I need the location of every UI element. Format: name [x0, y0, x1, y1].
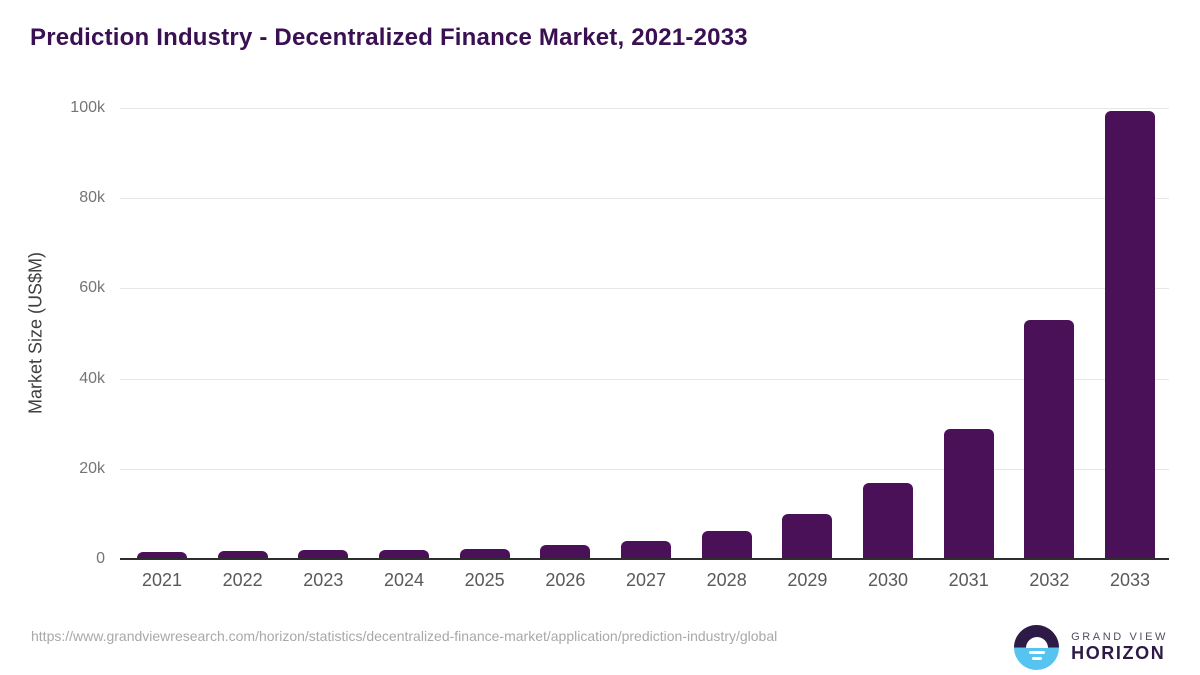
- x-tick-label-2024: 2024: [383, 570, 425, 590]
- y-tick-label-0: 0: [96, 550, 105, 567]
- bar-2023: [298, 550, 349, 559]
- x-tick-label-2033: 2033: [1110, 570, 1151, 590]
- x-tick-label-2029: 2029: [787, 570, 828, 590]
- x-tick-label-2032: 2032: [1029, 570, 1070, 590]
- gridline-100k: [120, 108, 1169, 109]
- x-tick-label-2025: 2025: [464, 570, 505, 590]
- bar-2021: [137, 552, 187, 559]
- logo-text-horizon: HORIZON: [1071, 643, 1166, 664]
- x-tick-label-2021: 2021: [141, 570, 183, 590]
- x-tick-label-2022: 2022: [222, 570, 263, 590]
- x-tick-label-2027: 2027: [625, 570, 667, 590]
- bar-2022: [217, 551, 268, 559]
- y-tick-label-60k: 60k: [79, 279, 105, 297]
- x-axis-line: [120, 558, 1169, 560]
- logo-text-grand-view: GRAND VIEW: [1071, 630, 1168, 643]
- footer: https://www.grandviewresearch.com/horizo…: [0, 613, 1200, 675]
- logo-text: GRAND VIEW HORIZON: [1071, 631, 1168, 664]
- reflection-line-1: [1028, 651, 1045, 654]
- bar-2032: [1024, 319, 1075, 559]
- bar-2025: [459, 548, 510, 559]
- bar-2030: [863, 483, 914, 559]
- sun-dome-shape: [1025, 636, 1048, 648]
- gridline-40k: [120, 378, 1169, 380]
- x-tick-label-2023: 2023: [303, 570, 344, 590]
- y-tick-label-80k: 80k: [79, 189, 105, 207]
- gridline-60k: [120, 288, 1169, 290]
- bar-2029: [782, 514, 833, 559]
- reflection-line-2: [1031, 657, 1042, 660]
- y-axis-tick-labels: 0 20k 40k 60k 80k 100k: [0, 99, 105, 567]
- x-tick-label-2031: 2031: [948, 570, 989, 590]
- bar-2028: [701, 531, 752, 559]
- gridline-80k: [120, 198, 1169, 200]
- y-tick-label-40k: 40k: [79, 369, 105, 387]
- x-tick-label-2026: 2026: [545, 570, 586, 590]
- gridline-20k: [120, 468, 1169, 470]
- plot-area: [120, 108, 1169, 560]
- y-tick-label-20k: 20k: [79, 459, 105, 477]
- y-tick-label-100k: 100k: [70, 99, 105, 116]
- chart-title: Prediction Industry - Decentralized Fina…: [30, 24, 748, 51]
- horizon-sun-icon: [1014, 625, 1060, 670]
- x-tick-label-2028: 2028: [706, 570, 747, 590]
- x-axis-labels: 2021 2022 2023 2024 2025 2026 2027 2028 2029 2030…: [120, 570, 1169, 596]
- x-tick-label-2030: 2030: [867, 570, 909, 590]
- bar-2027: [621, 540, 672, 559]
- bar-2031: [943, 428, 994, 559]
- source-url: https://www.grandviewresearch.com/horizo…: [31, 628, 778, 644]
- bar-2024: [379, 549, 429, 559]
- bar-2026: [540, 545, 591, 559]
- grand-view-horizon-logo: GRAND VIEW HORIZON: [1014, 625, 1168, 670]
- bar-2033: [1105, 111, 1156, 559]
